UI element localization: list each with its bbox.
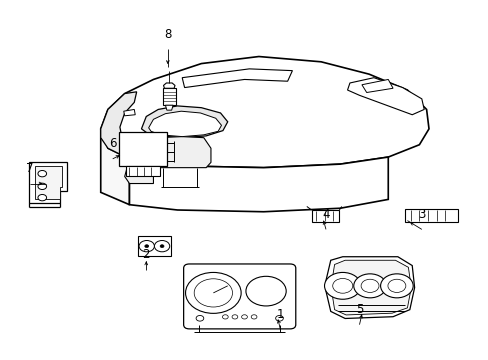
Circle shape xyxy=(222,315,228,319)
Text: 1: 1 xyxy=(276,308,284,321)
Circle shape xyxy=(324,273,360,299)
Text: 6: 6 xyxy=(109,137,116,150)
Circle shape xyxy=(241,315,247,319)
Text: 4: 4 xyxy=(322,208,329,221)
Polygon shape xyxy=(101,92,137,159)
Circle shape xyxy=(380,274,412,298)
Bar xyxy=(311,210,339,222)
Polygon shape xyxy=(361,80,392,93)
Bar xyxy=(138,237,170,256)
Polygon shape xyxy=(35,166,62,199)
Text: 8: 8 xyxy=(164,28,171,41)
Circle shape xyxy=(251,315,256,319)
Circle shape xyxy=(139,240,154,252)
Polygon shape xyxy=(124,159,153,184)
Text: 7: 7 xyxy=(26,162,34,175)
Circle shape xyxy=(38,183,46,189)
Polygon shape xyxy=(325,257,414,319)
Polygon shape xyxy=(182,69,292,87)
Circle shape xyxy=(154,240,169,252)
Polygon shape xyxy=(165,105,173,110)
Circle shape xyxy=(387,279,405,292)
Circle shape xyxy=(185,273,241,313)
Polygon shape xyxy=(141,106,227,138)
Polygon shape xyxy=(29,162,67,203)
FancyBboxPatch shape xyxy=(183,264,295,329)
Circle shape xyxy=(360,279,378,292)
Circle shape xyxy=(160,245,163,248)
Polygon shape xyxy=(331,260,410,315)
Polygon shape xyxy=(101,129,129,205)
Polygon shape xyxy=(347,78,424,115)
Circle shape xyxy=(196,315,203,321)
Circle shape xyxy=(232,315,237,319)
Polygon shape xyxy=(123,109,135,116)
Text: 2: 2 xyxy=(142,248,150,261)
Polygon shape xyxy=(163,83,175,88)
Bar xyxy=(126,166,160,176)
Bar xyxy=(162,88,176,105)
Circle shape xyxy=(245,276,285,306)
Circle shape xyxy=(275,315,283,321)
Text: 5: 5 xyxy=(355,303,363,316)
Bar xyxy=(404,209,457,222)
Circle shape xyxy=(194,279,232,307)
Bar xyxy=(119,132,166,166)
Polygon shape xyxy=(148,111,221,136)
Circle shape xyxy=(353,274,386,298)
Polygon shape xyxy=(148,136,210,168)
Circle shape xyxy=(144,245,148,248)
Circle shape xyxy=(38,171,46,177)
Polygon shape xyxy=(101,57,428,168)
Polygon shape xyxy=(129,157,387,212)
Text: 3: 3 xyxy=(417,208,425,221)
Circle shape xyxy=(38,194,46,201)
Circle shape xyxy=(332,279,352,293)
